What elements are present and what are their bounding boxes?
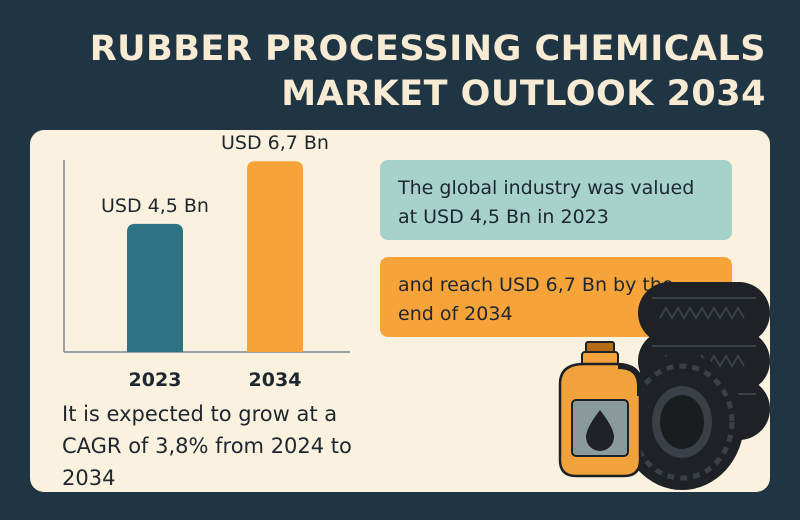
tire-stack-icon	[620, 282, 770, 490]
x-tick-2023: 2023	[129, 369, 182, 391]
title-line-1: RUBBER PROCESSING CHEMICALS	[89, 29, 766, 69]
data-label-2034: USD 6,7 Bn	[221, 132, 329, 154]
data-label-2023: USD 4,5 Bn	[101, 195, 209, 217]
bar-chart: USD 4,5 Bn 2023 USD 6,7 Bn 2034	[63, 132, 350, 391]
title-line-2: MARKET OUTLOOK 2034	[281, 74, 766, 114]
bar-2034	[247, 161, 303, 352]
valuation-2023-text: The global industry was valued at USD 4,…	[398, 177, 695, 228]
valuation-2034-text: and reach USD 6,7 Bn by the end of 2034	[398, 274, 674, 325]
tires-and-oil-illustration	[558, 282, 770, 490]
x-tick-2034: 2034	[249, 369, 302, 391]
oil-jerrycan-icon	[558, 341, 643, 478]
cagr-text: It is expected to grow at a CAGR of 3,8%…	[62, 402, 352, 490]
valuation-2023-box: The global industry was valued at USD 4,…	[380, 160, 732, 240]
content-panel: USD 4,5 Bn 2023 USD 6,7 Bn 2034 It is expec…	[30, 130, 770, 492]
bar-2023	[127, 223, 183, 352]
